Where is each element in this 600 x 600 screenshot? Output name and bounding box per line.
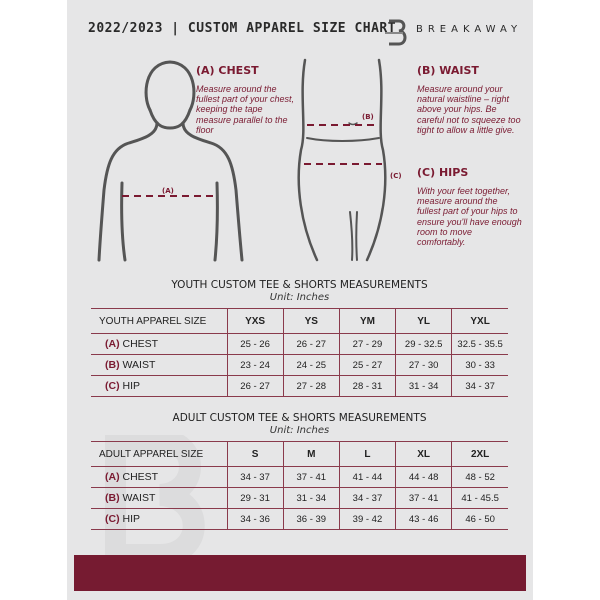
cell: 30 - 33 <box>451 354 508 376</box>
table-row: (B) WAIST 23 - 24 24 - 25 25 - 27 27 - 30 30 … <box>91 354 508 376</box>
footer-band <box>74 555 526 591</box>
row-label: (C) HIP <box>91 375 227 397</box>
table-header-row: ADULT APPAREL SIZE S M L XL 2XL <box>91 441 508 467</box>
cell: 46 - 50 <box>451 508 508 530</box>
cell: 34 - 37 <box>451 375 508 397</box>
table-header-row: YOUTH APPAREL SIZE YXS YS YM YL YXL <box>91 308 508 334</box>
adult-title: ADULT CUSTOM TEE & SHORTS MEASUREMENTS <box>172 412 427 424</box>
waist-instructions: Measure around your natural waistline – … <box>417 84 521 135</box>
youth-title: YOUTH CUSTOM TEE & SHORTS MEASUREMENTS <box>171 279 428 291</box>
row-label: (A) CHEST <box>91 333 227 355</box>
row-label: (C) HIP <box>91 508 227 530</box>
cell: 34 - 37 <box>226 466 284 488</box>
chest-instructions: Measure around the fullest part of your … <box>196 84 295 135</box>
youth-unit: Unit: Inches <box>269 292 330 303</box>
table-row: (C) HIP 34 - 36 36 - 39 39 - 42 43 - 46 46 - … <box>91 508 508 530</box>
hips-heading: (C) HIPS <box>417 166 469 179</box>
youth-size-table: YOUTH APPAREL SIZE YXS YS YM YL YXL (A) CHEST… <box>91 308 508 397</box>
cell: 26 - 27 <box>282 333 340 355</box>
cell: 43 - 46 <box>395 508 452 530</box>
header-cell: YXS <box>226 308 284 334</box>
cell: 39 - 42 <box>338 508 396 530</box>
header-cell: YL <box>395 308 452 334</box>
cell: 37 - 41 <box>395 487 452 509</box>
header-cell: ADULT APPAREL SIZE <box>91 441 227 467</box>
cell: 34 - 36 <box>226 508 284 530</box>
waist-heading: (B) WAIST <box>417 64 479 77</box>
cell: 36 - 39 <box>282 508 340 530</box>
cell: 25 - 27 <box>338 354 396 376</box>
cell: 29 - 31 <box>226 487 284 509</box>
table-row: (A) CHEST 25 - 26 26 - 27 27 - 29 29 - 32.5 3… <box>91 333 508 355</box>
header-cell: M <box>282 441 340 467</box>
header-cell: 2XL <box>451 441 508 467</box>
cell: 48 - 52 <box>451 466 508 488</box>
cell: 23 - 24 <box>226 354 284 376</box>
chest-heading: (A) CHEST <box>196 64 259 77</box>
breakaway-logo-icon <box>385 19 407 46</box>
cell: 32.5 - 35.5 <box>451 333 508 355</box>
cell: 27 - 28 <box>282 375 340 397</box>
cell: 34 - 37 <box>338 487 396 509</box>
header-cell: YS <box>282 308 340 334</box>
adult-unit: Unit: Inches <box>269 425 330 436</box>
cell: 28 - 31 <box>338 375 396 397</box>
header-cell: S <box>226 441 284 467</box>
header-cell: YM <box>338 308 396 334</box>
cell: 27 - 30 <box>395 354 452 376</box>
brand-name: BREAKAWAY <box>416 24 523 35</box>
body-figures <box>97 58 387 262</box>
row-label: (B) WAIST <box>91 354 227 376</box>
cell: 26 - 27 <box>226 375 284 397</box>
cell: 37 - 41 <box>282 466 340 488</box>
table-row: (C) HIP 26 - 27 27 - 28 28 - 31 31 - 34 34 - … <box>91 375 508 397</box>
row-label: (B) WAIST <box>91 487 227 509</box>
header-cell: YOUTH APPAREL SIZE <box>91 308 227 334</box>
header-cell: XL <box>395 441 452 467</box>
page-title: 2022/2023 | CUSTOM APPAREL SIZE CHART <box>88 21 397 36</box>
waist-marker: (B) <box>362 113 374 121</box>
header-cell: L <box>338 441 396 467</box>
cell: 41 - 44 <box>338 466 396 488</box>
cell: 25 - 26 <box>226 333 284 355</box>
table-row: (B) WAIST 29 - 31 31 - 34 34 - 37 37 - 41 41 … <box>91 487 508 509</box>
cell: 27 - 29 <box>338 333 396 355</box>
hips-instructions: With your feet together, measure around … <box>417 186 522 248</box>
chest-marker: (A) <box>162 187 174 195</box>
cell: 31 - 34 <box>395 375 452 397</box>
row-label: (A) CHEST <box>91 466 227 488</box>
hips-marker: (C) <box>390 172 402 180</box>
cell: 44 - 48 <box>395 466 452 488</box>
adult-size-table: ADULT APPAREL SIZE S M L XL 2XL (A) CHEST 34 -… <box>91 441 508 530</box>
cell: 24 - 25 <box>282 354 340 376</box>
cell: 31 - 34 <box>282 487 340 509</box>
table-row: (A) CHEST 34 - 37 37 - 41 41 - 44 44 - 48 48 … <box>91 466 508 488</box>
header-cell: YXL <box>451 308 508 334</box>
cell: 29 - 32.5 <box>395 333 452 355</box>
cell: 41 - 45.5 <box>451 487 508 509</box>
